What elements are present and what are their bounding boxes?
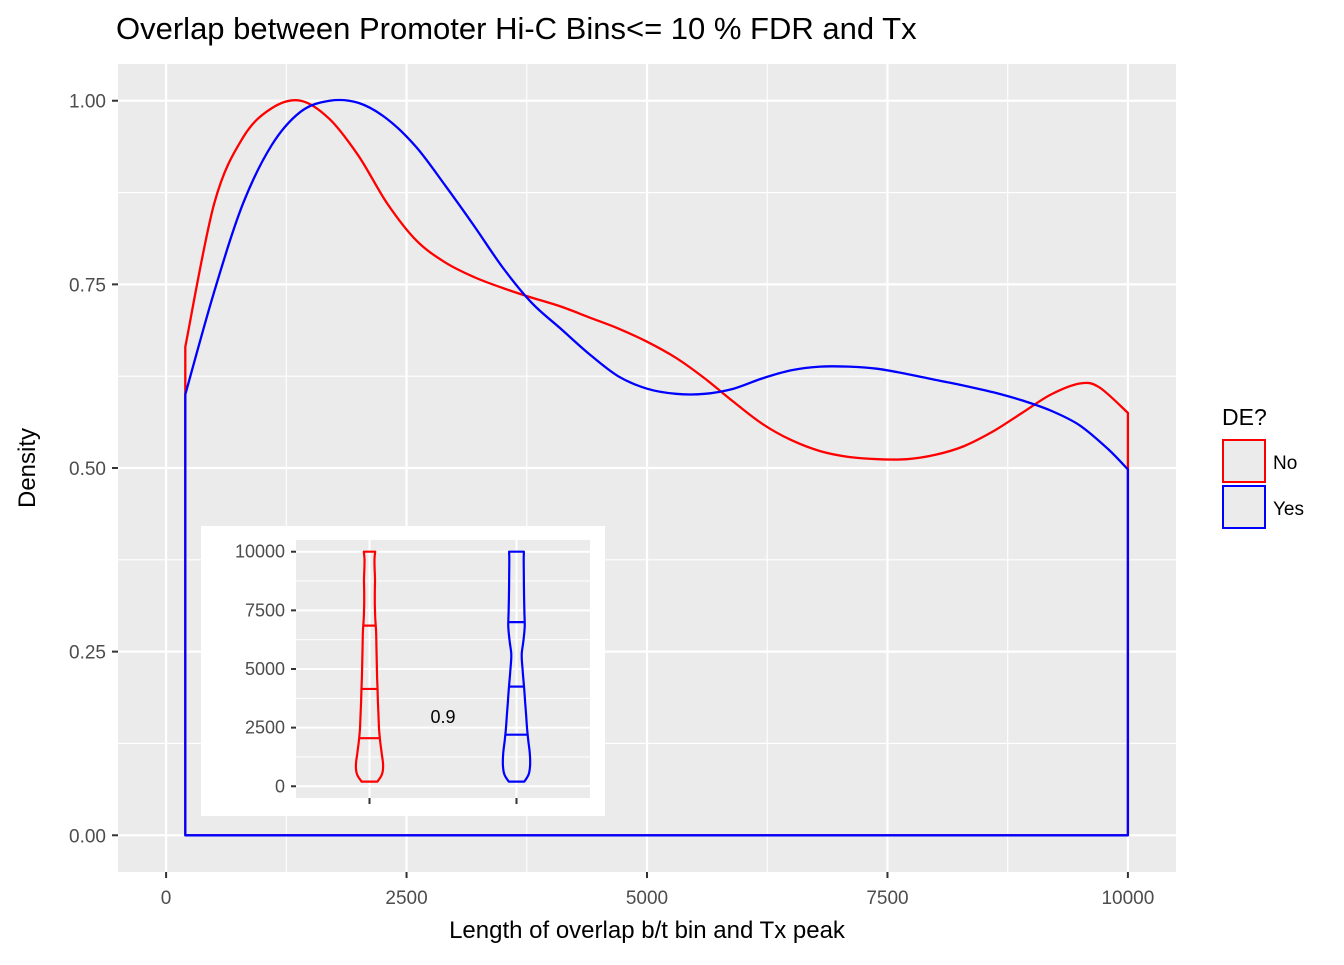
- legend: DE? No Yes: [1222, 404, 1304, 529]
- x-tick-label: 10000: [1101, 888, 1154, 909]
- chart-title: Overlap between Promoter Hi-C Bins<= 10 …: [116, 11, 917, 46]
- legend-key-no: [1222, 439, 1266, 483]
- density-line-yes: [184, 98, 1130, 837]
- y-tick-label: 0.25: [69, 643, 106, 664]
- density-series: [184, 98, 1130, 837]
- legend-title: DE?: [1222, 404, 1267, 430]
- x-tick-label: 7500: [866, 888, 908, 909]
- x-tick-label: 0: [161, 888, 172, 909]
- inset-y-tick-label: 7500: [245, 600, 285, 620]
- y-axis-title: Density: [14, 428, 41, 508]
- x-tick-label: 2500: [385, 888, 427, 909]
- y-tick-label: 0.75: [69, 275, 106, 296]
- x-axis-title: Length of overlap b/t bin and Tx peak: [449, 917, 846, 944]
- violin-yes: [501, 550, 532, 783]
- legend-label-no: No: [1273, 453, 1297, 474]
- y-axis: 0.00 0.25 0.50 0.75 1.00: [69, 92, 118, 847]
- violin-no: [354, 550, 385, 783]
- y-tick-label: 1.00: [69, 92, 106, 113]
- y-tick-label: 0.00: [69, 826, 106, 847]
- inset-annotation: 0.9: [430, 707, 455, 727]
- inset-y-tick-label: 0: [275, 776, 285, 796]
- legend-label-yes: Yes: [1273, 499, 1304, 520]
- x-axis: 0 2500 5000 7500 10000: [161, 872, 1154, 909]
- inset-y-tick-label: 5000: [245, 659, 285, 679]
- legend-key-yes: [1222, 485, 1266, 529]
- inset-violin-plot: 0 2500 5000 7500 10000 0.9: [201, 526, 605, 816]
- inset-y-tick-label: 10000: [235, 542, 285, 562]
- x-tick-label: 5000: [626, 888, 668, 909]
- y-tick-label: 0.50: [69, 459, 106, 480]
- inset-y-tick-label: 2500: [245, 718, 285, 738]
- density-line-no: [184, 99, 1130, 837]
